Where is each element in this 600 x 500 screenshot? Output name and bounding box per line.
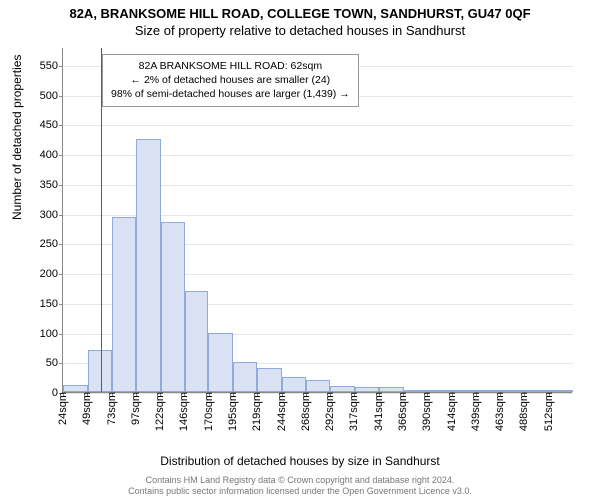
- y-tick-label: 350: [28, 179, 58, 191]
- x-tick-label: 512sqm: [543, 392, 555, 442]
- y-tick-label: 100: [28, 328, 58, 340]
- histogram-bar: [233, 362, 257, 392]
- y-tick: [59, 66, 63, 67]
- page-title: 82A, BRANKSOME HILL ROAD, COLLEGE TOWN, …: [0, 0, 600, 21]
- y-tick: [59, 304, 63, 305]
- x-tick-label: 341sqm: [373, 392, 385, 442]
- x-tick-label: 488sqm: [518, 392, 530, 442]
- x-tick-label: 439sqm: [470, 392, 482, 442]
- y-tick: [59, 96, 63, 97]
- x-tick-label: 73sqm: [106, 392, 118, 442]
- x-tick-label: 292sqm: [324, 392, 336, 442]
- annotation-line-3: 98% of semi-detached houses are larger (…: [111, 87, 350, 101]
- x-tick-label: 24sqm: [57, 392, 69, 442]
- x-tick-label: 146sqm: [178, 392, 190, 442]
- x-tick-label: 244sqm: [276, 392, 288, 442]
- subtitle: Size of property relative to detached ho…: [0, 21, 600, 38]
- histogram-bar: [208, 333, 233, 392]
- x-tick-label: 366sqm: [397, 392, 409, 442]
- x-tick-label: 170sqm: [203, 392, 215, 442]
- x-tick-label: 268sqm: [300, 392, 312, 442]
- y-tick-label: 300: [28, 209, 58, 221]
- footer-line-2: Contains public sector information licen…: [0, 486, 600, 497]
- histogram-bar: [257, 368, 282, 392]
- y-tick: [59, 274, 63, 275]
- footer: Contains HM Land Registry data © Crown c…: [0, 475, 600, 498]
- x-tick-label: 463sqm: [494, 392, 506, 442]
- y-tick: [59, 215, 63, 216]
- x-tick-label: 317sqm: [348, 392, 360, 442]
- histogram-bar: [161, 222, 185, 392]
- gridline: [63, 125, 573, 126]
- x-tick-label: 122sqm: [154, 392, 166, 442]
- y-tick: [59, 363, 63, 364]
- y-tick-label: 200: [28, 268, 58, 280]
- x-tick-label: 219sqm: [251, 392, 263, 442]
- y-tick-label: 400: [28, 149, 58, 161]
- footer-line-1: Contains HM Land Registry data © Crown c…: [0, 475, 600, 486]
- y-tick: [59, 155, 63, 156]
- y-axis-label: Number of detached properties: [10, 55, 24, 220]
- annotation-box: 82A BRANKSOME HILL ROAD: 62sqm ← 2% of d…: [102, 54, 359, 107]
- y-tick: [59, 125, 63, 126]
- y-tick-label: 250: [28, 238, 58, 250]
- x-tick-label: 97sqm: [130, 392, 142, 442]
- y-tick-label: 550: [28, 60, 58, 72]
- y-tick-label: 0: [28, 387, 58, 399]
- x-axis-label: Distribution of detached houses by size …: [0, 454, 600, 468]
- y-tick-label: 150: [28, 298, 58, 310]
- annotation-line-1: 82A BRANKSOME HILL ROAD: 62sqm: [111, 59, 350, 73]
- y-tick-label: 50: [28, 357, 58, 369]
- x-tick-label: 49sqm: [81, 392, 93, 442]
- y-tick: [59, 334, 63, 335]
- x-tick-label: 414sqm: [446, 392, 458, 442]
- histogram-bar: [306, 380, 330, 392]
- y-tick: [59, 244, 63, 245]
- histogram-bar: [63, 385, 88, 392]
- x-tick-label: 195sqm: [227, 392, 239, 442]
- histogram-bar: [112, 217, 136, 392]
- chart-container: 82A, BRANKSOME HILL ROAD, COLLEGE TOWN, …: [0, 0, 600, 500]
- y-tick-label: 500: [28, 90, 58, 102]
- annotation-line-2: ← 2% of detached houses are smaller (24): [111, 73, 350, 87]
- x-tick-label: 390sqm: [421, 392, 433, 442]
- y-tick: [59, 185, 63, 186]
- histogram-bar: [185, 291, 209, 392]
- histogram-bar: [136, 139, 161, 392]
- histogram-bar: [282, 377, 306, 392]
- chart-area: 05010015020025030035040045050055024sqm49…: [62, 48, 572, 393]
- histogram-bar: [88, 350, 112, 392]
- y-tick-label: 450: [28, 119, 58, 131]
